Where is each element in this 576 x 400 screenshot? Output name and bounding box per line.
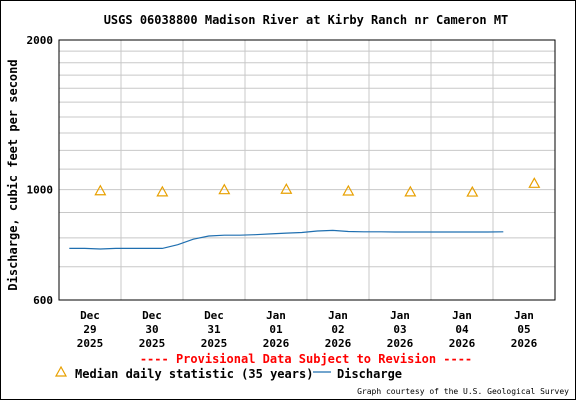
x-tick-label: Jan 02 2026: [325, 309, 352, 350]
x-tick-labels: Dec 29 2025 Dec 30 2025 Dec 31 2025 Jan 01 2026 Jan 0…: [77, 309, 538, 350]
chart-title: USGS 06038800 Madison River at Kirby Ran…: [104, 13, 509, 27]
median-point: [218, 183, 231, 195]
legend: Median daily statistic (35 years) Discha…: [54, 365, 402, 381]
y-tick-label: 2000: [27, 34, 54, 47]
x-tick-label: Dec 30 2025: [139, 309, 166, 350]
usgs-credit: Graph courtesy of the U.S. Geological Su…: [357, 387, 569, 396]
x-tick-label: Jan 01 2026: [263, 309, 290, 350]
y-tick-labels: 600 1000 2000: [27, 34, 54, 307]
provisional-note: ---- Provisional Data Subject to Revisio…: [140, 352, 472, 366]
x-tick-label: Jan 03 2026: [387, 309, 414, 350]
x-tick-label: Dec 29 2025: [77, 309, 104, 350]
plot-border: [58, 39, 556, 301]
legend-discharge-label: Discharge: [337, 367, 402, 381]
median-point: [404, 185, 417, 197]
median-point: [156, 185, 169, 197]
discharge-series: [69, 229, 504, 250]
x-tick-label: Dec 31 2025: [201, 309, 228, 350]
median-point: [342, 184, 355, 196]
legend-median-triangle-icon: [54, 365, 68, 377]
median-series: [94, 177, 541, 197]
y-tick-label: 600: [33, 294, 53, 307]
legend-median-label: Median daily statistic (35 years): [75, 367, 313, 381]
y-axis-label: Discharge, cubic feet per second: [6, 59, 20, 290]
y-tick-label: 1000: [27, 184, 54, 197]
median-point: [528, 177, 541, 188]
x-tick-label: Jan 05 2026: [511, 309, 538, 350]
median-point: [466, 185, 479, 197]
median-point: [94, 184, 107, 196]
discharge-line: [69, 229, 504, 250]
grid-lines: [59, 39, 555, 301]
median-point: [280, 183, 293, 194]
x-tick-label: Jan 04 2026: [449, 309, 476, 350]
